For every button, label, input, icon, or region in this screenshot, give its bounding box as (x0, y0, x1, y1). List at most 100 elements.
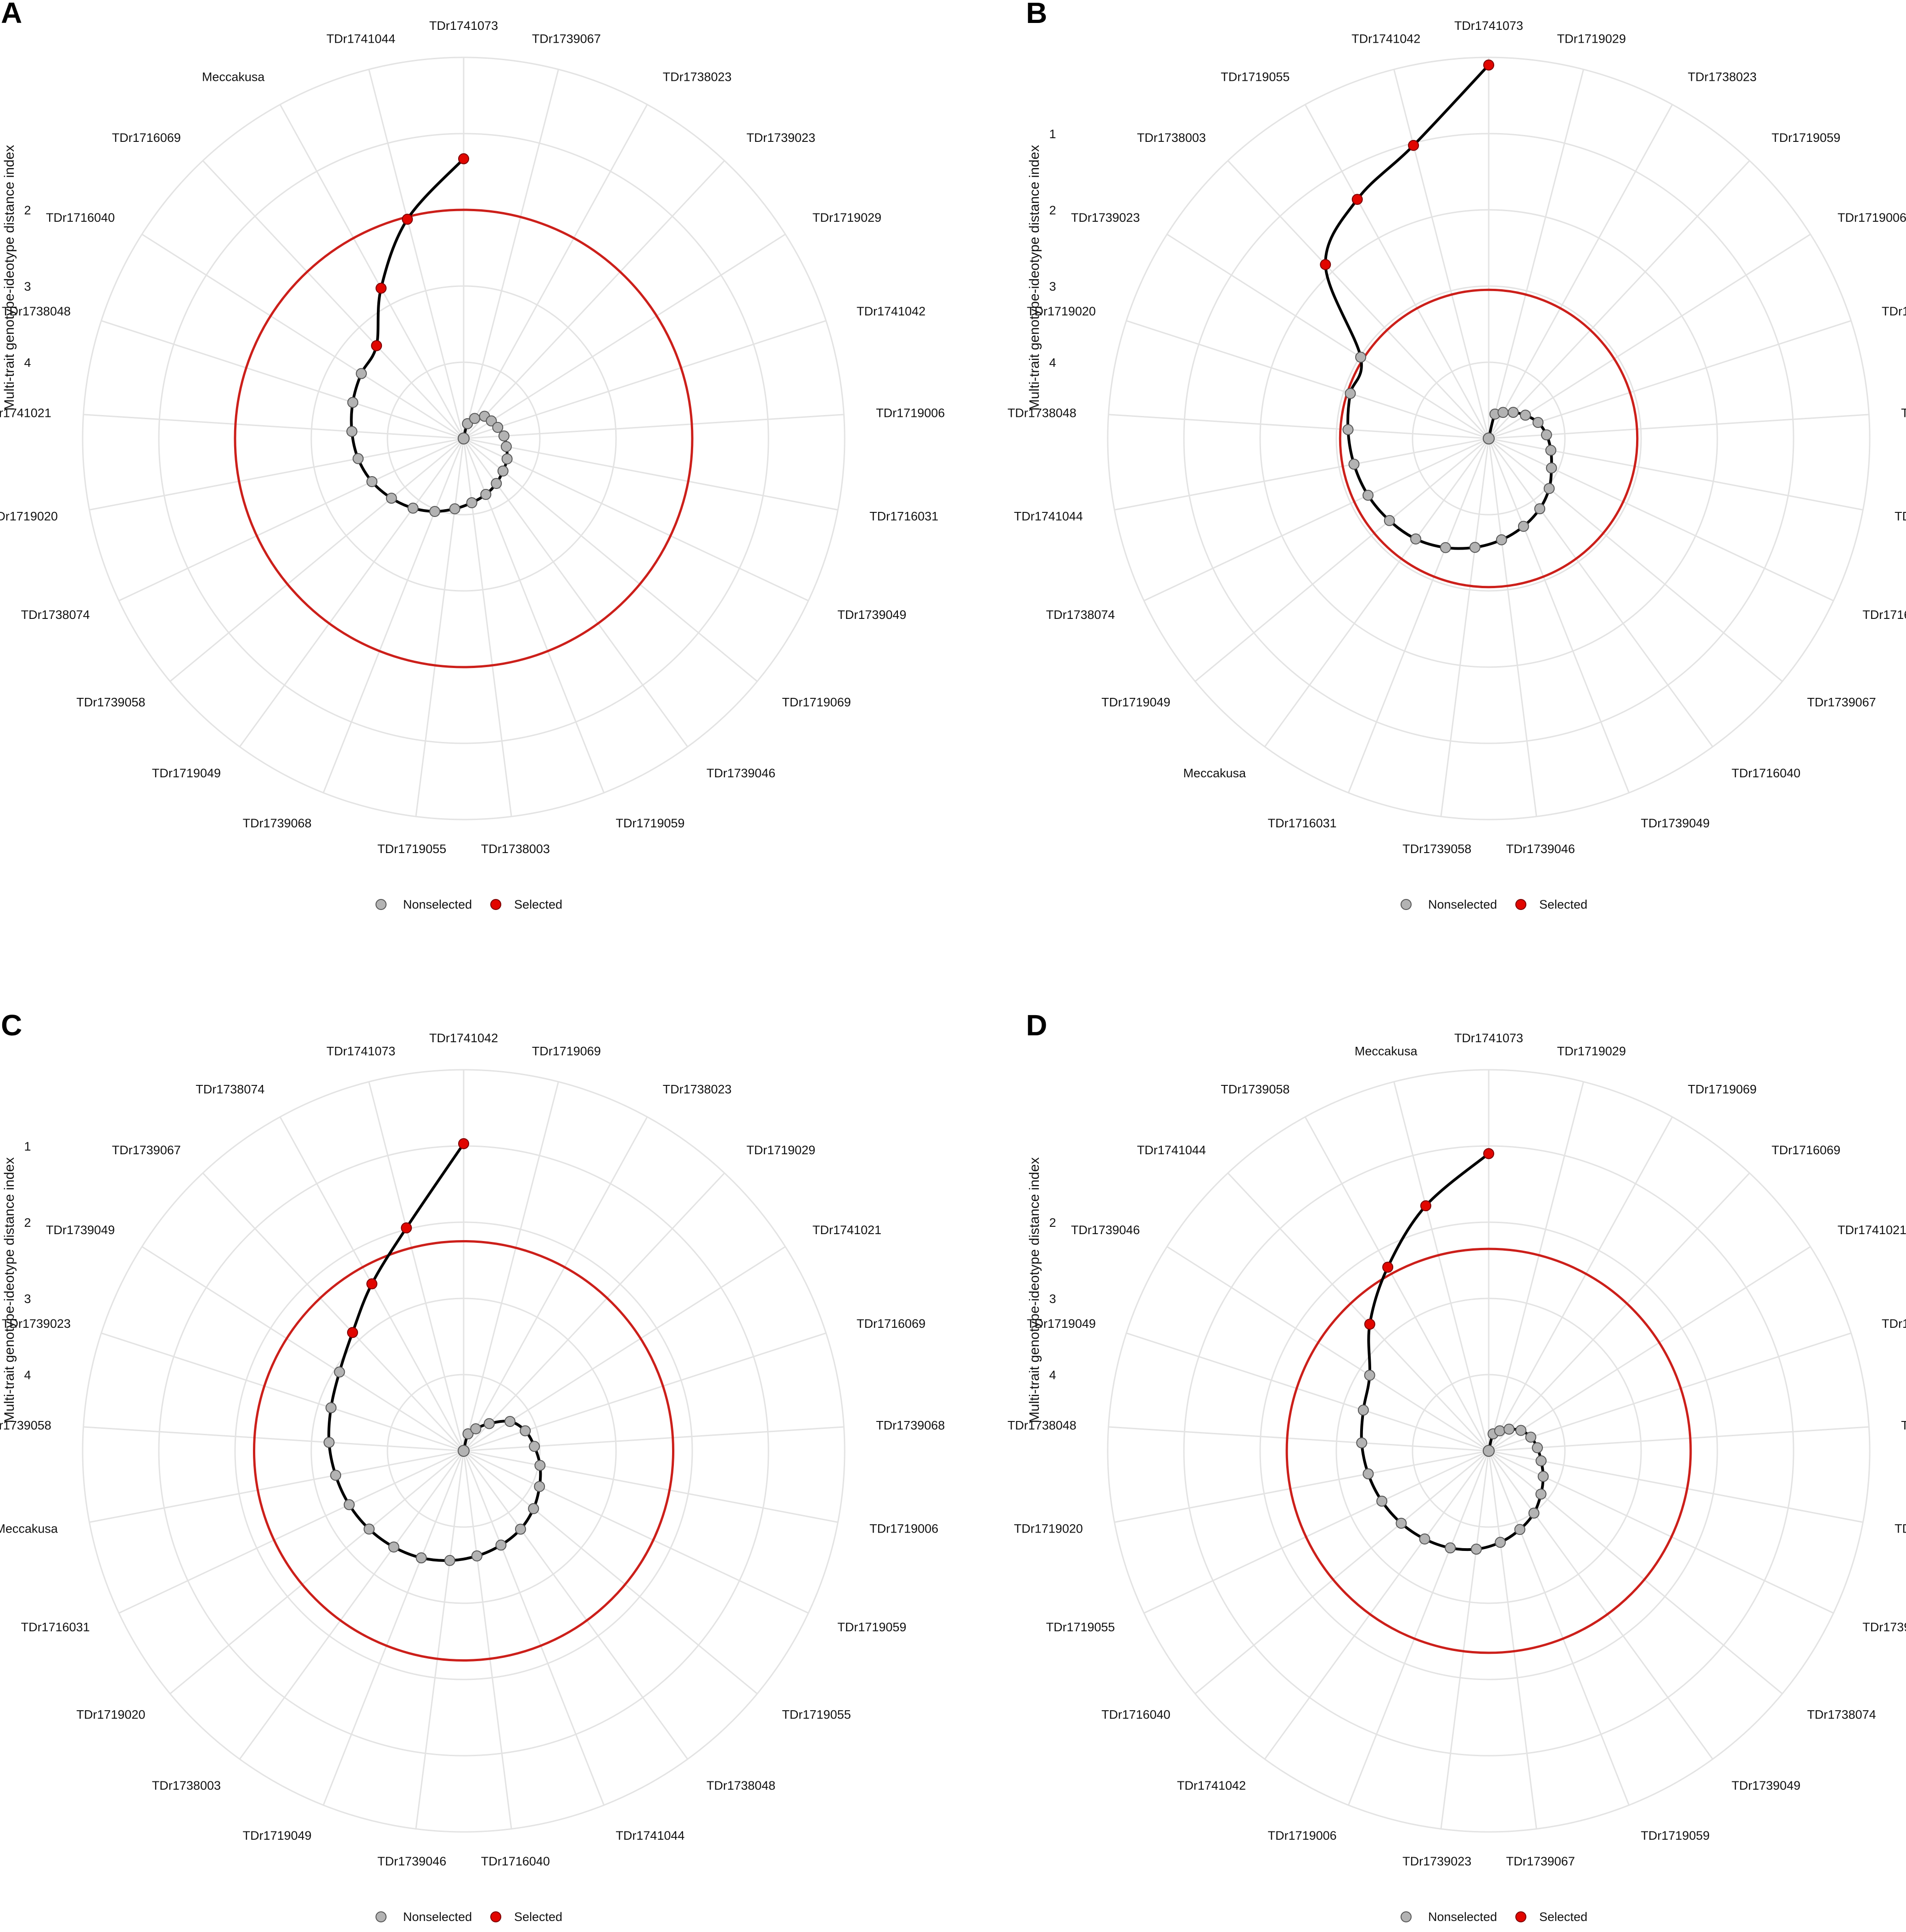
category-label: TDr1741073 (326, 1044, 395, 1058)
nonselected-point (1419, 1533, 1430, 1544)
spoke (83, 414, 464, 439)
nonselected-point (407, 502, 419, 514)
spoke (239, 1450, 465, 1760)
nonselected-point (334, 1366, 345, 1378)
legend-nonselected-label: Nonselected (1428, 1910, 1497, 1924)
spoke (1488, 438, 1537, 817)
category-label: Meccakusa (1355, 1044, 1418, 1058)
category-label: TDr1719020 (1027, 304, 1096, 318)
nonselected-point (1495, 1537, 1506, 1548)
spoke (1488, 69, 1584, 439)
spoke (1488, 414, 1869, 439)
spoke (463, 1081, 559, 1451)
category-label: TDr1719055 (377, 842, 446, 856)
spoke (1114, 1450, 1489, 1523)
spoke (1488, 1450, 1714, 1760)
category-label: TDr1739023 (2, 1317, 71, 1331)
category-label: TDr1739023 (1071, 211, 1140, 225)
spoke (1227, 1172, 1490, 1452)
nonselected-point (1342, 424, 1354, 435)
legend-selected-label: Selected (1539, 898, 1587, 911)
category-label: TDr1716031 (21, 1620, 90, 1634)
nonselected-point (330, 1470, 342, 1481)
category-label: TDr1719049 (1101, 696, 1170, 709)
category-label: TDr1719055 (782, 1708, 851, 1722)
nonselected-point (515, 1523, 526, 1535)
category-label: TDr1716031 (1895, 1522, 1906, 1536)
spoke (1144, 1450, 1489, 1614)
spoke (463, 1450, 689, 1760)
category-label: TDr1739067 (112, 1143, 181, 1157)
legend-selected-label: Selected (1539, 1910, 1587, 1924)
legend-selected-label: Selected (514, 1910, 562, 1924)
spoke (1144, 438, 1489, 601)
category-label: TDr1738074 (1807, 1708, 1876, 1722)
cutoff-circle (234, 208, 694, 668)
nonselected-point (1535, 1488, 1547, 1500)
nonselected-point (1496, 534, 1507, 545)
spoke (1166, 1246, 1489, 1452)
category-label: TDr1719069 (782, 696, 851, 709)
spoke (463, 1450, 512, 1829)
spoke (1114, 438, 1489, 511)
panel-letter: A (1, 0, 22, 29)
spoke (463, 69, 559, 439)
spoke (368, 1081, 465, 1451)
category-label: TDr1716040 (46, 211, 115, 225)
spoke (463, 1450, 838, 1523)
spoke (463, 1450, 758, 1695)
panel-b: B TDr1741073 TDr1719029 TDr1738023 TDr171905… (1008, 0, 1906, 911)
category-label: TDr1741042 (857, 304, 925, 318)
spoke (202, 160, 465, 439)
category-label: TDr1739049 (46, 1223, 115, 1237)
selected-point (1420, 1200, 1431, 1212)
spoke (1488, 320, 1851, 439)
nonselected-point (1532, 417, 1544, 428)
category-label: TDr1719020 (0, 510, 58, 523)
tick-label: 4 (24, 356, 31, 370)
nonselected-point (483, 1418, 495, 1429)
category-label: TDr1741044 (1014, 510, 1083, 523)
spoke (118, 1450, 464, 1614)
tick-label: 3 (1049, 1292, 1056, 1306)
nonselected-point (504, 1416, 516, 1427)
nonselected-point (1515, 1425, 1527, 1436)
tick-label: 1 (1049, 127, 1056, 141)
nonselected-point (529, 1441, 540, 1452)
category-label: TDr1739067 (1807, 696, 1876, 709)
category-label: TDr1739049 (1641, 816, 1710, 830)
category-label: TDr1719059 (837, 1620, 906, 1634)
category-label: TDr1741044 (616, 1829, 684, 1842)
nonselected-point (1410, 533, 1421, 545)
legend-selected-marker (1515, 899, 1526, 910)
category-label: TDr1719049 (152, 766, 221, 780)
origin-point (1483, 1445, 1495, 1457)
spoke (463, 1172, 725, 1452)
spoke (463, 233, 786, 439)
category-label: TDr1738003 (1882, 1317, 1906, 1331)
category-label: TDr1741021 (1895, 510, 1906, 523)
legend-nonselected-marker (1401, 899, 1412, 910)
legend-nonselected-label: Nonselected (403, 1910, 472, 1924)
category-label: Meccakusa (0, 1522, 58, 1536)
category-label: TDr1741021 (0, 406, 51, 420)
y-axis-title: Multi-trait genotype-ideotype distance i… (1027, 145, 1042, 411)
origin-point (1483, 432, 1495, 444)
spoke (1488, 1332, 1851, 1452)
nonselected-point (1536, 1455, 1547, 1466)
spoke (1108, 1426, 1489, 1452)
spoke (1488, 233, 1811, 439)
nonselected-point (1345, 388, 1356, 399)
nonselected-point (356, 368, 367, 379)
nonselected-point (1469, 542, 1480, 553)
nonselected-point (1494, 1425, 1505, 1437)
category-label: TDr1739046 (377, 1854, 446, 1868)
spoke (323, 438, 465, 793)
tick-label: 2 (1049, 1216, 1056, 1230)
legend-selected-marker (490, 1911, 501, 1922)
nonselected-point (1545, 444, 1557, 456)
spoke (118, 438, 464, 601)
category-label: TDr1719059 (1771, 131, 1840, 145)
spoke (1488, 1450, 1783, 1695)
category-label: TDr1719059 (616, 816, 684, 830)
